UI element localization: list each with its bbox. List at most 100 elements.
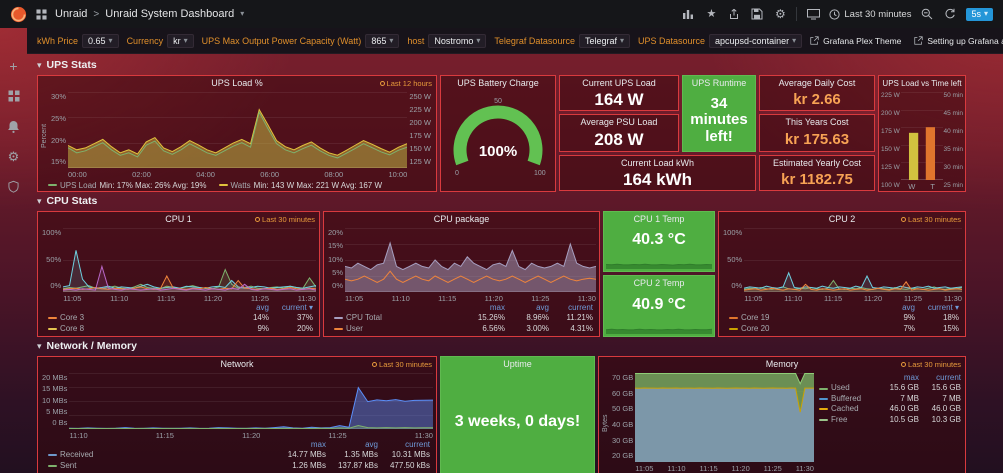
panel-title[interactable]: CPU 1	[165, 214, 192, 224]
legend-header[interactable]: max avg current	[489, 302, 593, 312]
panel-ups-load: UPS Load % Last 12 hours Percent 30% 25% 2…	[37, 75, 437, 192]
panel-current-ups-load: Current UPS Load 164 W	[559, 75, 679, 111]
grafana-logo[interactable]	[10, 6, 27, 22]
legend-header[interactable]: avg current ▾	[256, 302, 313, 312]
star-button[interactable]: ★	[704, 6, 718, 22]
legend-row[interactable]: Used 15.6 GB 15.6 GB	[819, 383, 961, 393]
refresh-interval-dropdown[interactable]: 5s ▾	[966, 7, 993, 21]
legend-item[interactable]: UPS Load Min: 17% Max: 26% Avg: 19%	[48, 181, 207, 190]
variable-currency: Currency kr ▾	[127, 33, 194, 48]
panel-title[interactable]: Uptime	[503, 359, 532, 369]
row-header-network-memory[interactable]: ▾ Network / Memory	[37, 340, 137, 352]
y-axis-left: 20% 15% 10% 5% 0%	[326, 228, 345, 303]
y-axis-label: Bytes	[602, 414, 609, 432]
axis-tick: 11:05	[63, 293, 82, 303]
panel-title[interactable]: Memory	[765, 359, 799, 369]
chart-legend[interactable]: UPS Load Min: 17% Max: 26% Avg: 19% Watts M…	[38, 179, 436, 191]
legend-row[interactable]: Free 10.5 GB 10.3 GB	[819, 415, 961, 425]
legend-row[interactable]: Received 14.77 MBs 1.35 MBs 10.31 MBs	[48, 450, 430, 460]
ups-stat-grid: Current UPS Load 164 W UPS Runtime 34 mi…	[559, 75, 756, 192]
axis-tick: 11:10	[110, 293, 129, 303]
panel-title[interactable]: Average Daily Cost	[778, 78, 856, 88]
axis-tick: 5 MBs	[46, 406, 68, 416]
variable-value-dropdown[interactable]: kr ▾	[167, 33, 194, 48]
variable-value-dropdown[interactable]: 0.65 ▾	[82, 33, 119, 48]
variable-value-dropdown[interactable]: Telegraf ▾	[578, 33, 630, 48]
variable-value-dropdown[interactable]: Nostromo ▾	[428, 33, 487, 48]
panel-title[interactable]: Average PSU Load	[580, 117, 658, 127]
cost-stat-grid: Average Daily Cost kr 2.66 This Years Co…	[759, 75, 875, 192]
refresh-button[interactable]	[943, 6, 957, 22]
side-menu: + ⚙	[0, 58, 27, 194]
legend-row[interactable]: Core 19 9% 18%	[729, 313, 959, 323]
legend-row[interactable]: Buffered 7 MB 7 MB	[819, 394, 961, 404]
legend-header[interactable]: avg current ▾	[902, 302, 959, 312]
row-header-cpu-stats[interactable]: ▾ CPU Stats	[37, 195, 98, 207]
chart-legend[interactable]: max avg current CPU Total 15.26% 8.96% 11.21% U…	[324, 303, 599, 336]
panel-title[interactable]: CPU 2	[828, 214, 856, 224]
axis-tick: 11:05	[345, 293, 364, 303]
tv-mode-button[interactable]	[806, 6, 820, 22]
legend-item[interactable]: Watts Min: 143 W Max: 221 W Avg: 167 W	[218, 181, 382, 190]
time-picker[interactable]: Last 30 minutes	[829, 9, 911, 20]
panel-title[interactable]: UPS Runtime	[691, 78, 747, 88]
chart-legend[interactable]: max avg current Received 14.77 MBs 1.35 MBs 10…	[38, 440, 436, 473]
variable-value-dropdown[interactable]: apcupsd-container ▾	[709, 33, 803, 48]
title-caret-icon[interactable]: ▾	[240, 9, 245, 18]
save-button[interactable]	[750, 6, 764, 22]
axis-tick: 02:00	[132, 170, 151, 179]
cpu-package-chart[interactable]	[345, 228, 597, 292]
panel-title[interactable]: UPS Load vs Time left	[882, 79, 962, 88]
axis-tick: 11:20	[203, 293, 223, 303]
legend-row[interactable]: CPU Total 15.26% 8.96% 11.21%	[334, 313, 593, 323]
cpu1-chart[interactable]	[63, 228, 317, 292]
sidebar-configuration-button[interactable]: ⚙	[5, 148, 23, 164]
legend-row[interactable]: Core 8 9% 20%	[48, 324, 313, 334]
panel-title[interactable]: Network	[220, 359, 254, 369]
sidebar-create-button[interactable]: +	[5, 58, 23, 74]
nav-actions: ★ ⚙ Last 30 minutes 5s ▾	[681, 6, 993, 22]
chart-legend[interactable]: avg current ▾ Core 3 14% 37% Core 8 9% 20%	[38, 303, 319, 336]
panel-title[interactable]: UPS Load %	[211, 78, 263, 88]
ups-load-chart[interactable]	[68, 92, 408, 168]
clock-icon	[901, 217, 907, 222]
sidebar-admin-button[interactable]	[5, 178, 23, 194]
link-grafana-plex-theme[interactable]: Grafana Plex Theme	[810, 36, 901, 46]
legend-row[interactable]: User 6.56% 3.00% 4.31%	[334, 324, 593, 334]
memory-chart[interactable]	[635, 373, 815, 462]
row-header-ups-stats[interactable]: ▾ UPS Stats	[37, 59, 97, 71]
variable-value-dropdown[interactable]: 865 ▾	[365, 33, 400, 48]
legend-header[interactable]: max avg current	[310, 439, 430, 449]
settings-button[interactable]: ⚙	[773, 6, 787, 22]
share-button[interactable]	[727, 6, 741, 22]
sidebar-dashboards-button[interactable]	[5, 88, 23, 104]
legend-row[interactable]: Cached 46.0 GB 46.0 GB	[819, 404, 961, 414]
legend-header[interactable]: max current	[903, 373, 961, 382]
chart-legend[interactable]: avg current ▾ Core 19 9% 18% Core 20 7% 15%	[719, 303, 965, 336]
panel-title[interactable]: This Years Cost	[785, 117, 849, 127]
dashboard-title[interactable]: Unraid System Dashboard	[105, 8, 235, 20]
legend-row[interactable]: Core 3 14% 37%	[48, 313, 313, 323]
panel-title[interactable]: CPU 1 Temp	[633, 214, 685, 224]
sidebar-alerting-button[interactable]	[5, 118, 23, 134]
axis-tick: 0%	[50, 281, 62, 291]
panel-title[interactable]: CPU package	[433, 214, 490, 224]
zoom-out-button[interactable]	[920, 6, 934, 22]
legend-row[interactable]: Core 20 7% 15%	[729, 324, 959, 334]
axis-tick: T	[930, 182, 935, 191]
add-panel-button[interactable]	[681, 6, 695, 22]
chart-legend[interactable]: max current Used 15.6 GB 15.6 GB Buffered 7 MB…	[817, 371, 965, 473]
panel-this-years-cost: This Years Cost kr 175.63	[759, 114, 875, 152]
panel-title[interactable]: Current Load kWh	[620, 158, 695, 168]
cpu2-chart[interactable]	[744, 228, 963, 292]
ups-bars-chart[interactable]	[900, 92, 943, 180]
legend-row[interactable]: Sent 1.26 MBs 137.87 kBs 477.50 kBs	[48, 461, 430, 471]
panel-title[interactable]: UPS Battery Charge	[457, 78, 539, 88]
panel-title[interactable]: CPU 2 Temp	[633, 278, 685, 288]
breadcrumb-folder[interactable]: Unraid	[55, 8, 88, 20]
network-chart[interactable]	[69, 373, 434, 429]
dashboard-grid-icon[interactable]	[34, 6, 48, 22]
link-ups-monitoring-guide[interactable]: Setting up Grafana and InfluxDB for UPS …	[914, 36, 1003, 46]
panel-title[interactable]: Estimated Yearly Cost	[772, 158, 862, 168]
panel-title[interactable]: Current UPS Load	[582, 78, 656, 88]
